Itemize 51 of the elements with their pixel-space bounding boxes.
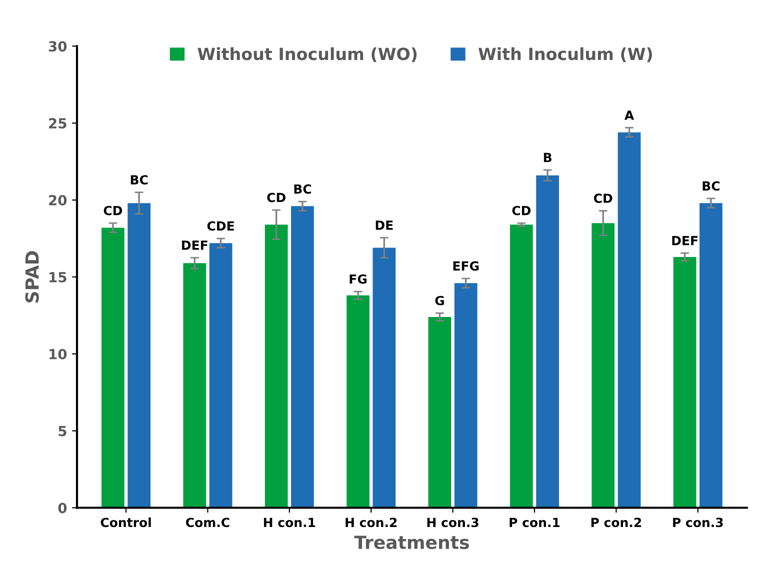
x-tick-label: H con.2 <box>346 518 397 528</box>
x-tick-label: P con.2 <box>591 518 642 528</box>
data-label: FG <box>350 274 367 284</box>
bar <box>372 248 396 508</box>
data-label: CD <box>267 192 286 202</box>
data-label: CDE <box>207 221 234 231</box>
bar <box>700 203 722 508</box>
bar <box>673 256 696 508</box>
data-label: EFG <box>453 261 479 271</box>
legend-label: With Inoculum (W) <box>478 47 652 62</box>
x-tick-label: P con.3 <box>673 518 723 528</box>
data-label: DEF <box>182 240 208 250</box>
x-axis-title: Treatments <box>354 536 469 550</box>
bar <box>291 206 314 508</box>
data-label: DEF <box>672 236 698 246</box>
x-tick-label: Com.C <box>186 518 230 528</box>
data-label: G <box>435 296 444 306</box>
x-tick-label: P con.1 <box>510 518 560 528</box>
y-tick-label: 0 <box>58 502 67 514</box>
data-label: BC <box>294 184 312 194</box>
legend-label: Without Inoculum (WO) <box>198 47 417 62</box>
bar <box>618 132 641 508</box>
data-label: BC <box>130 175 148 185</box>
x-tick-label: Control <box>100 517 151 528</box>
bar <box>454 283 478 508</box>
data-label: A <box>624 110 634 120</box>
y-tick-label: 10 <box>50 348 67 360</box>
y-tick-label: 5 <box>58 426 66 436</box>
data-label: B <box>544 152 552 162</box>
y-tick-label: 15 <box>50 272 66 282</box>
y-axis-title: SPAD <box>25 251 39 302</box>
bar <box>102 228 124 508</box>
bar <box>428 316 452 508</box>
bar <box>536 175 559 508</box>
bar <box>209 243 232 508</box>
bar <box>128 203 151 508</box>
bar <box>183 263 206 508</box>
y-tick-label: 25 <box>49 118 66 129</box>
bar <box>510 224 533 508</box>
x-tick-label: H con.1 <box>264 518 316 528</box>
bar <box>346 295 370 508</box>
x-tick-label: H con.3 <box>427 518 478 528</box>
data-label: DE <box>376 220 393 230</box>
bar <box>592 223 615 508</box>
data-label: BC <box>702 181 720 191</box>
y-tick-label: 30 <box>48 41 67 52</box>
bar <box>264 224 288 508</box>
data-label: CD <box>594 194 612 203</box>
data-label: CD <box>104 206 122 216</box>
data-label: CD <box>512 206 531 216</box>
y-tick-label: 20 <box>49 194 67 206</box>
